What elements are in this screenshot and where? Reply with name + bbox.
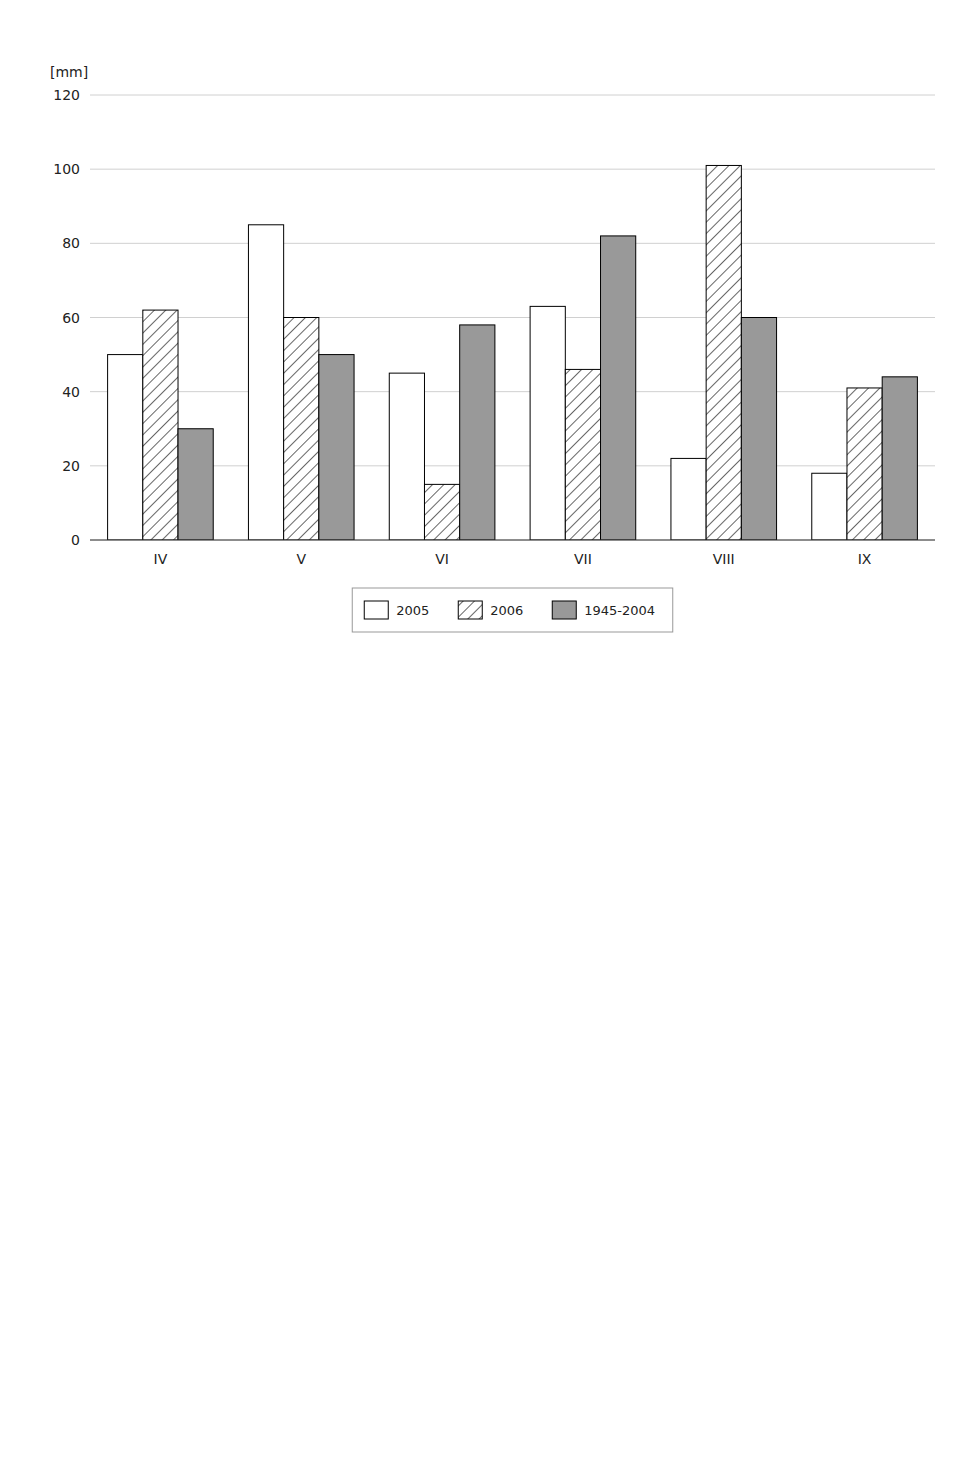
legend-label: 2005	[396, 603, 429, 618]
legend-swatch	[552, 601, 576, 619]
bar	[108, 355, 143, 540]
x-tick-label: VI	[435, 551, 449, 567]
bar	[812, 473, 847, 540]
bar	[530, 306, 565, 540]
grid	[90, 95, 935, 540]
y-tick-label: 100	[53, 161, 80, 177]
bar	[601, 236, 636, 540]
bar	[565, 369, 600, 540]
x-tick-label: IV	[154, 551, 168, 567]
grid-line	[90, 465, 935, 466]
legend-label: 2006	[490, 603, 523, 618]
grid-line	[90, 391, 935, 392]
x-tick-label: VIII	[713, 551, 735, 567]
grid-line	[90, 169, 935, 170]
y-tick-label: 40	[62, 384, 80, 400]
x-tick-label: V	[296, 551, 306, 567]
y-tick-label: 120	[53, 87, 80, 103]
bar	[847, 388, 882, 540]
bar	[741, 318, 776, 541]
y-axis-label: [mm]	[50, 64, 88, 80]
x-axis-line	[90, 540, 935, 541]
x-tick-label: IX	[858, 551, 872, 567]
legend-box	[352, 588, 673, 632]
bar	[706, 165, 741, 540]
bar	[460, 325, 495, 540]
legend: 2005 2006 1945-2004	[352, 588, 673, 632]
bar	[882, 377, 917, 540]
bar	[319, 355, 354, 540]
grid-line	[90, 95, 935, 96]
y-tick-label: 20	[62, 458, 80, 474]
bar	[424, 484, 459, 540]
legend-swatch	[458, 601, 482, 619]
grid-line	[90, 540, 935, 541]
bar	[671, 458, 706, 540]
legend-swatch	[364, 601, 388, 619]
bar	[178, 429, 213, 540]
bar	[248, 225, 283, 540]
bar	[389, 373, 424, 540]
y-tick-label: 80	[62, 235, 80, 251]
chart-container: 020406080100120[mm]IVVVIVIIVIIIIX2005200…	[0, 0, 960, 1464]
chart-svg: 020406080100120[mm]IVVVIVIIVIIIIX2005200…	[0, 0, 960, 1464]
y-tick-label: 0	[71, 532, 80, 548]
bar	[284, 318, 319, 541]
grid-line	[90, 317, 935, 318]
legend-label: 1945-2004	[584, 603, 655, 618]
x-axis: IV V VI VII VIII IX	[90, 540, 935, 567]
y-tick-label: 60	[62, 310, 80, 326]
bar	[143, 310, 178, 540]
x-tick-label: VII	[574, 551, 592, 567]
grid-line	[90, 243, 935, 244]
bars	[108, 165, 918, 540]
y-axis: 0 20 40 60 80 100 120	[53, 87, 80, 548]
